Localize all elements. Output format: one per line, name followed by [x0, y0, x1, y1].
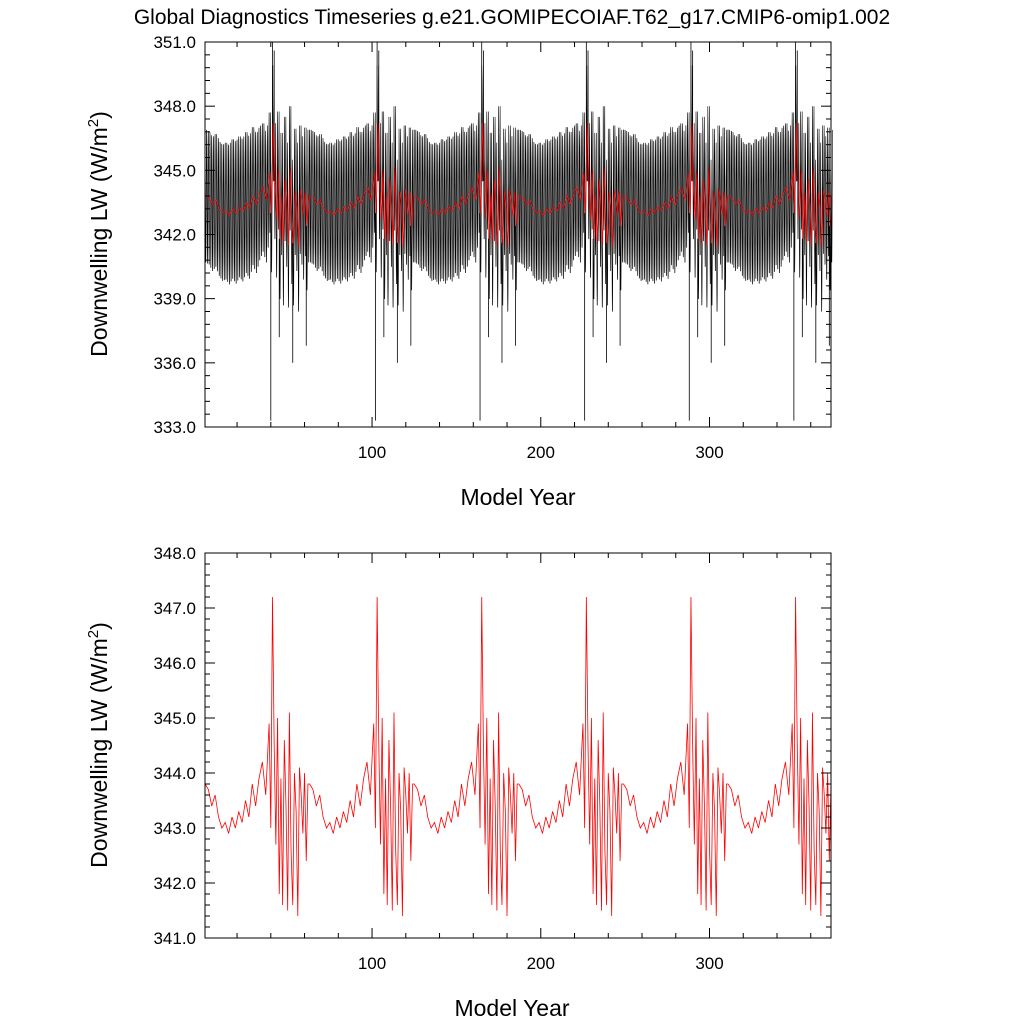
top-y-axis-label-superscript: 2	[85, 119, 102, 127]
top-y-tick-label: 351.0	[153, 33, 196, 52]
chart-title: Global Diagnostics Timeseries g.e21.GOMI…	[134, 6, 890, 29]
bottom-plot-lines	[204, 596, 832, 917]
bottom-x-tick-label: 200	[527, 954, 555, 973]
top-y-axis-label-main: Downwelling LW (W/m	[86, 127, 112, 357]
top-y-axis-label-close: )	[86, 111, 112, 119]
bottom-series-annual-mean	[204, 596, 832, 917]
top-y-tick-label: 333.0	[153, 418, 196, 437]
top-x-tick-label: 200	[527, 443, 555, 462]
top-series-monthly	[204, 65, 833, 312]
bottom-y-tick-label: 346.0	[153, 654, 196, 673]
bottom-y-axis-label-superscript: 2	[85, 630, 102, 638]
panel-bottom: 100 200 300 341.0 342.0 343.0 344.0 345.0 346.0 3…	[85, 544, 832, 1021]
top-y-tick-label: 348.0	[153, 97, 196, 116]
bottom-x-axis-label: Model Year	[454, 995, 569, 1021]
bottom-x-tick-label: 300	[695, 954, 723, 973]
bottom-y-tick-label: 348.0	[153, 544, 196, 563]
top-x-tick-label: 300	[695, 443, 723, 462]
top-plot-lines	[204, 42, 833, 421]
bottom-ticks: 100 200 300 341.0 342.0 343.0 344.0 345.0 346.0 3…	[153, 544, 831, 973]
top-y-tick-label: 339.0	[153, 290, 196, 309]
bottom-y-axis-label-close: )	[86, 622, 112, 630]
top-y-tick-label: 342.0	[153, 226, 196, 245]
top-y-axis-label: Downwelling LW (W/m2)	[85, 111, 112, 357]
top-y-tick-label: 345.0	[153, 161, 196, 180]
bottom-x-tick-label: 100	[358, 954, 386, 973]
top-y-tick-label: 336.0	[153, 354, 196, 373]
bottom-y-axis-label-main: Downwelling LW (W/m	[86, 638, 112, 868]
top-series-annual-mean	[205, 123, 833, 248]
bottom-y-tick-label: 342.0	[153, 874, 196, 893]
bottom-y-tick-label: 344.0	[153, 764, 196, 783]
bottom-y-tick-label: 345.0	[153, 709, 196, 728]
top-x-tick-label: 100	[358, 443, 386, 462]
bottom-y-tick-label: 343.0	[153, 819, 196, 838]
bottom-y-tick-label: 341.0	[153, 929, 196, 948]
top-x-axis-label: Model Year	[460, 484, 575, 510]
top-ticks: 100 200 300 333.0 336.0 339.0 342.0 345.0 348.0 3…	[153, 33, 831, 462]
bottom-y-axis-label: Downwelling LW (W/m2)	[85, 622, 112, 868]
bottom-plot-frame	[204, 552, 832, 939]
bottom-y-tick-label: 347.0	[153, 599, 196, 618]
panel-top: 100 200 300 333.0 336.0 339.0 342.0 345.0 348.0 3…	[85, 33, 833, 510]
